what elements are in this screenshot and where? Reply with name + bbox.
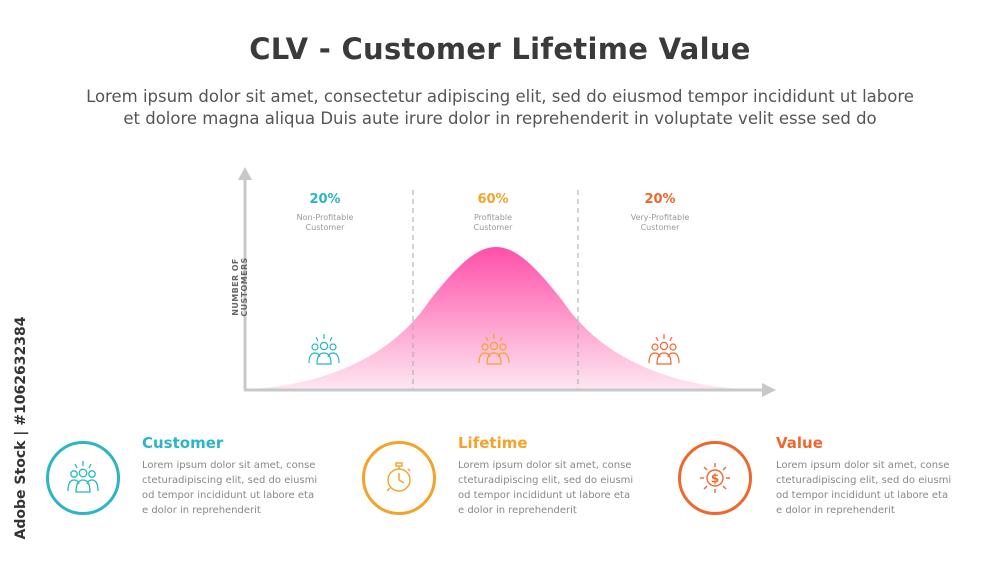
- subtitle-line-1: Lorem ipsum dolor sit amet, consectetur …: [86, 87, 914, 106]
- card-title-customer: Customer: [142, 434, 224, 452]
- card-text-line: cteturadipiscing elit, sed do eiusmi: [458, 475, 634, 486]
- lifetime-icon-circle: [362, 441, 436, 515]
- page-subtitle: Lorem ipsum dolor sit amet, consectetur …: [40, 86, 960, 130]
- segment-label: Very-Profitable Customer: [585, 213, 735, 233]
- card-text-line: Lorem ipsum dolor sit amet, conse: [458, 460, 632, 471]
- people-group-icon: [308, 334, 340, 365]
- card-text-line: cteturadipiscing elit, sed do eiusmi: [142, 475, 318, 486]
- card-text-line: e dolor in reprehenderit: [458, 505, 577, 516]
- segment-label-line-2: Customer: [473, 223, 513, 232]
- segment-label-line-1: Very-Profitable: [630, 213, 690, 222]
- dollar-coin-icon: $: [700, 463, 730, 493]
- card-text-line: od tempor incididunt ut labore eta: [142, 490, 315, 501]
- people-group-icon: [67, 461, 99, 493]
- card-text-line: cteturadipiscing elit, sed do eiusmi: [776, 475, 952, 486]
- card-text-lifetime: Lorem ipsum dolor sit amet, conse ctetur…: [458, 458, 643, 518]
- y-axis-arrow: [238, 167, 252, 180]
- card-text-line: e dolor in reprehenderit: [142, 505, 261, 516]
- bell-curve: [250, 247, 742, 389]
- card-text-line: Lorem ipsum dolor sit amet, conse: [142, 460, 316, 471]
- page-title: CLV - Customer Lifetime Value: [249, 32, 751, 66]
- stock-watermark-text: Adobe Stock | #1062632384: [13, 316, 29, 540]
- segment-label-line-2: Customer: [640, 223, 680, 232]
- card-text-line: od tempor incididunt ut labore eta: [458, 490, 631, 501]
- segment-label-line-1: Non-Profitable: [296, 213, 354, 222]
- card-title-lifetime: Lifetime: [458, 434, 528, 452]
- x-axis-arrow: [762, 383, 776, 397]
- card-text-customer: Lorem ipsum dolor sit amet, conse ctetur…: [142, 458, 327, 518]
- customer-icon-circle: [46, 441, 120, 515]
- svg-text:$: $: [711, 472, 719, 486]
- card-text-line: od tempor incididunt ut labore eta: [776, 490, 949, 501]
- people-group-icon: [648, 334, 680, 365]
- segment-label: Profitable Customer: [418, 213, 568, 233]
- segment-percent: 60%: [477, 192, 509, 207]
- y-axis-label: NUMBER OF CUSTOMERS: [231, 257, 249, 317]
- segment-label: Non-Profitable Customer: [250, 213, 400, 233]
- card-text-value: Lorem ipsum dolor sit amet, conse ctetur…: [776, 458, 961, 518]
- stopwatch-icon: [386, 462, 411, 492]
- stock-watermark: Adobe Stock | #1062632384: [6, 310, 36, 550]
- card-text-line: e dolor in reprehenderit: [776, 505, 895, 516]
- segment-percent: 20%: [644, 192, 676, 207]
- card-text-line: Lorem ipsum dolor sit amet, conse: [776, 460, 950, 471]
- people-group-icon: [478, 334, 510, 365]
- card-title-value: Value: [776, 434, 823, 452]
- subtitle-line-2: et dolore magna aliqua Duis aute irure d…: [123, 109, 877, 128]
- segment-non-profitable: 20% Non-Profitable Customer: [250, 192, 400, 233]
- segment-percent: 20%: [309, 192, 341, 207]
- segment-label-line-2: Customer: [305, 223, 345, 232]
- segment-label-line-1: Profitable: [474, 213, 512, 222]
- segment-profitable: 60% Profitable Customer: [418, 192, 568, 233]
- value-icon-circle: $: [678, 441, 752, 515]
- segment-very-profitable: 20% Very-Profitable Customer: [585, 192, 735, 233]
